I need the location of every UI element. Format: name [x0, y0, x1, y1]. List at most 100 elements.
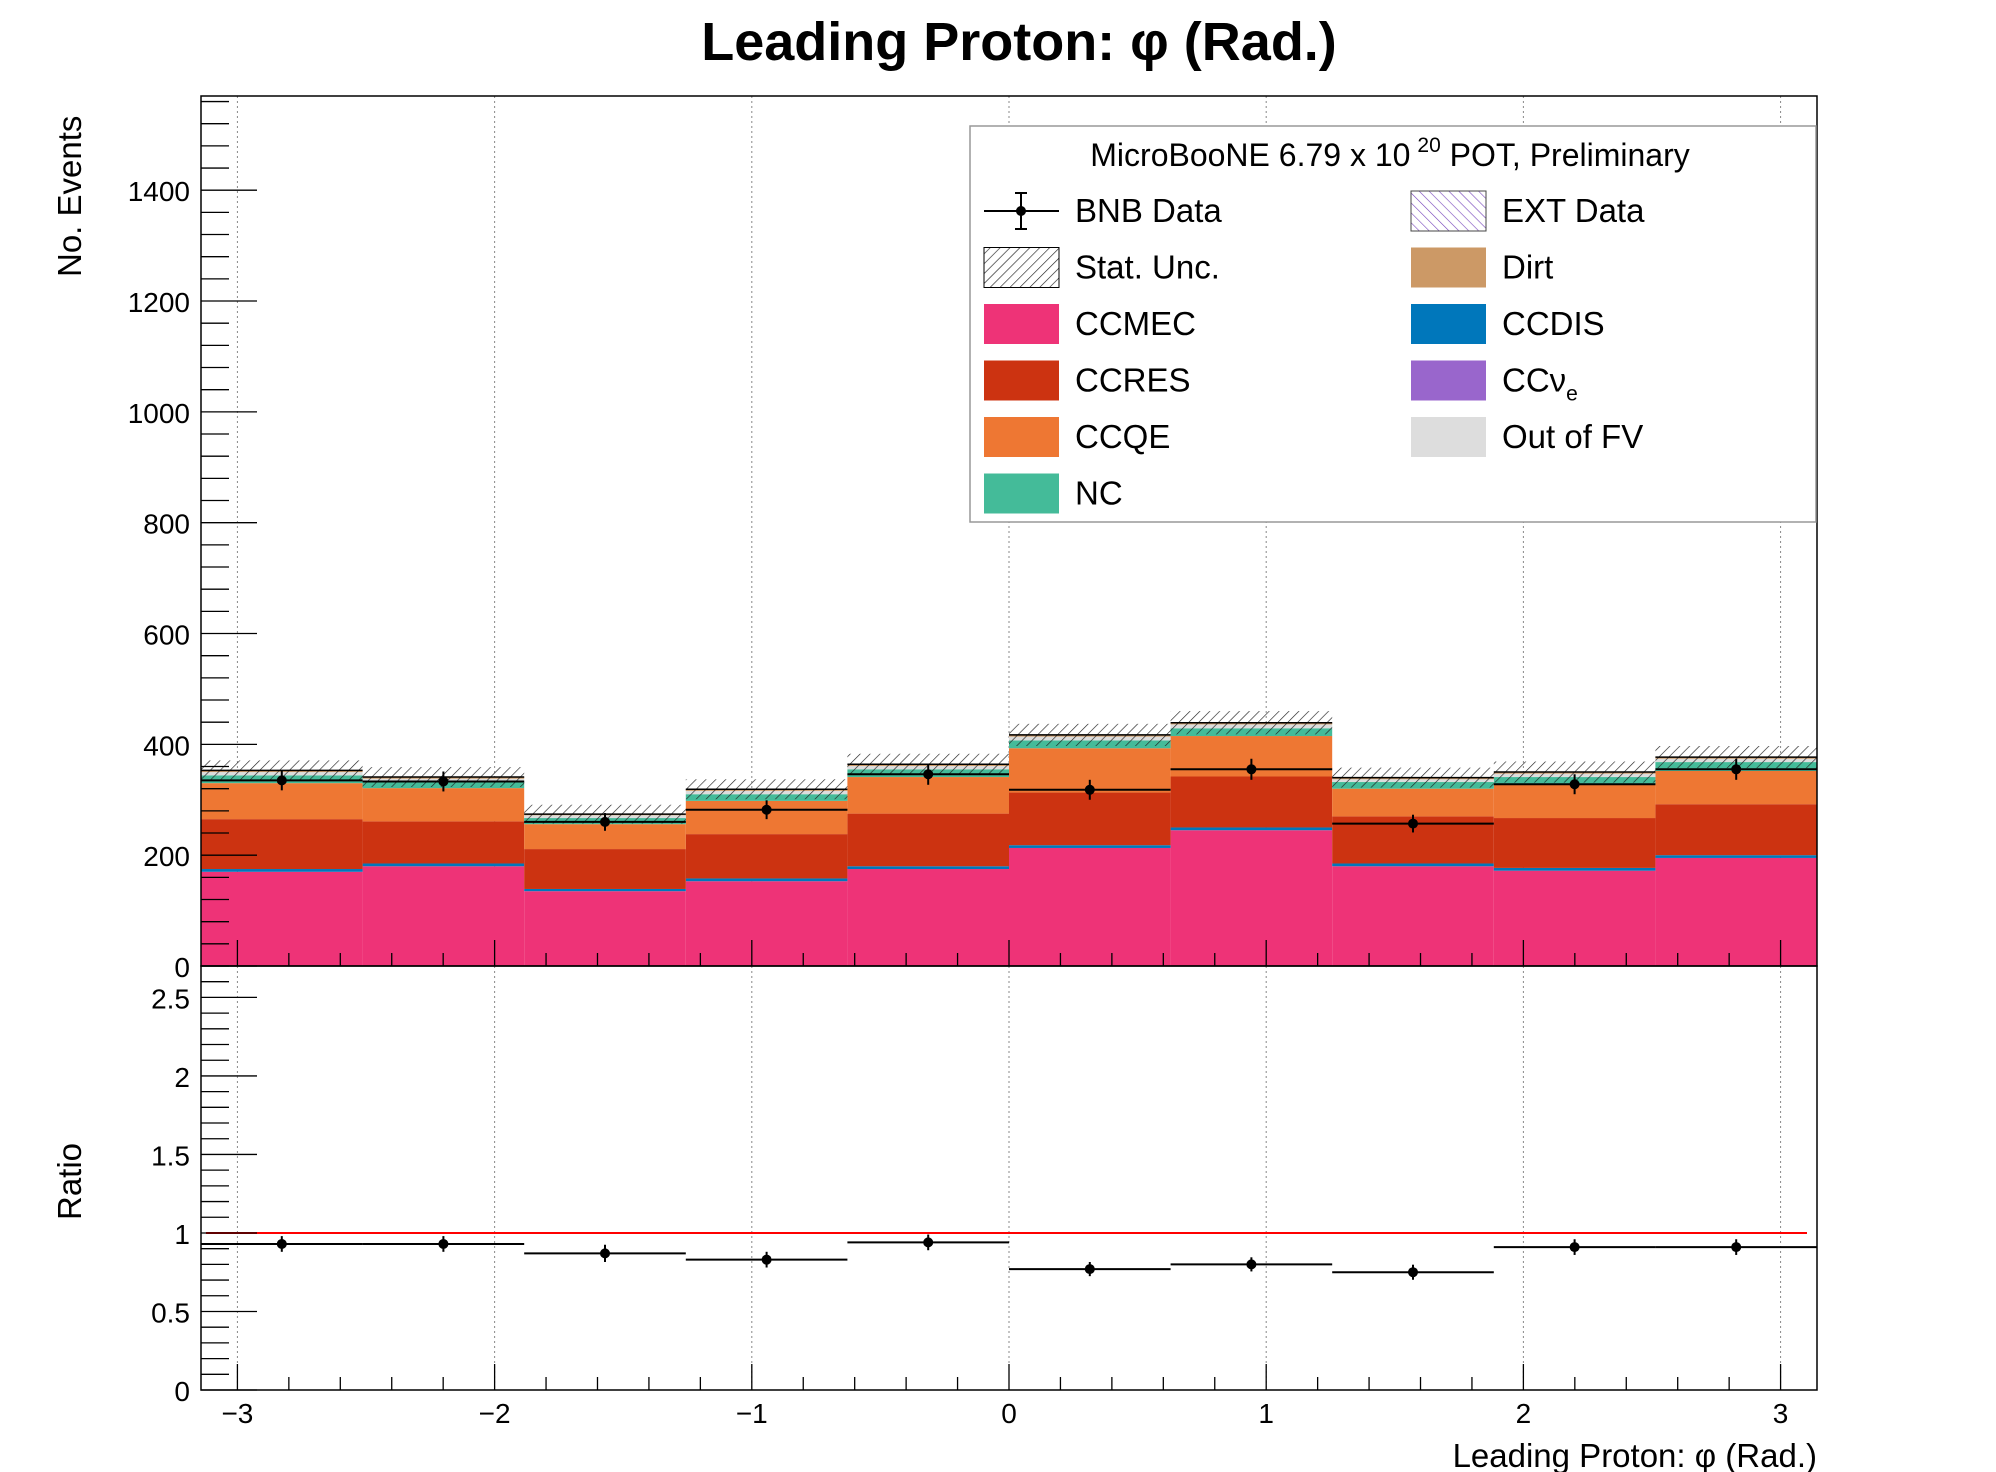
ratio-tick-label: 1.5: [151, 1140, 190, 1171]
legend-swatch: [1411, 417, 1486, 457]
stack-bar-ccres: [1009, 792, 1171, 846]
ratio-point: [1731, 1242, 1742, 1253]
legend-label: CCRES: [1075, 362, 1191, 399]
y-tick-label: 600: [143, 620, 190, 651]
stack-bar-ccdis: [1655, 855, 1817, 858]
legend-entry: CCMEC: [984, 304, 1196, 344]
stack-bar-ccmec: [685, 881, 848, 966]
legend-label: Out of FV: [1502, 418, 1643, 455]
legend-entry: Dirt: [1411, 247, 1553, 288]
data-point: [761, 804, 772, 815]
stack-bar-ccmec: [1170, 830, 1333, 966]
y-tick-label: 1400: [128, 176, 190, 207]
legend-label: CCQE: [1075, 418, 1170, 455]
ratio-points: [201, 1231, 1817, 1280]
legend-entry: Out of FV: [1411, 417, 1643, 457]
x-axis-label: Leading Proton: φ (Rad.): [1453, 1437, 1817, 1472]
data-point: [1408, 818, 1418, 829]
bottom-grid: [236, 966, 1782, 1390]
ratio-point: [600, 1248, 610, 1259]
x-tick-label: −1: [736, 1398, 768, 1429]
stack-bar-ccres: [362, 821, 525, 864]
stack-bar-ccmec: [1009, 847, 1171, 966]
legend-entry: NC: [984, 473, 1123, 514]
legend-entry: CCRES: [984, 360, 1191, 401]
legend-swatch: [984, 360, 1059, 401]
legend-label: Dirt: [1502, 249, 1553, 286]
ratio-point: [438, 1238, 449, 1249]
legend-label: EXT Data: [1502, 192, 1645, 229]
legend-label: CCDIS: [1502, 305, 1605, 342]
legend-swatch: [984, 473, 1059, 514]
y-tick-label: 1000: [128, 398, 190, 429]
ratio-point: [1246, 1259, 1257, 1270]
y-tick-label: 800: [143, 509, 190, 540]
legend-entry: CCQE: [984, 417, 1170, 457]
ratio-axis-label: Ratio: [51, 1143, 88, 1220]
stack-bar-ccres: [1170, 776, 1333, 828]
data-point: [276, 775, 287, 786]
stack-bar-ccdis: [201, 869, 363, 872]
legend-box: [969, 125, 1817, 523]
data-point: [1731, 764, 1742, 775]
stack-bar-ccdis: [685, 878, 848, 882]
stack-bar-ccdis: [847, 866, 1009, 870]
stack-bar-ccdis: [524, 888, 686, 892]
data-point: [438, 776, 449, 787]
ratio-point: [1408, 1267, 1418, 1278]
ratio-tick-label: 2: [174, 1062, 190, 1093]
ratio-tick-label: 2.5: [151, 983, 190, 1014]
legend-label: Stat. Unc.: [1075, 249, 1220, 286]
stack-bar-ccdis: [1493, 867, 1656, 871]
stack-bar-ccres: [1655, 804, 1817, 856]
data-point: [1246, 764, 1257, 775]
legend-swatch: [984, 417, 1059, 457]
ratio-point: [923, 1237, 934, 1248]
data-point: [1569, 779, 1580, 790]
stack-bar-ccres: [201, 819, 363, 870]
stack-bar-ccres: [685, 834, 848, 879]
legend-label: CCνe: [1502, 362, 1578, 406]
stack-bar-ccmec: [847, 869, 1009, 966]
data-point: [1084, 784, 1095, 795]
ratio-point: [761, 1254, 772, 1265]
ratio-tick-label: 0.5: [151, 1297, 190, 1328]
ratio-y-axis: 0 0.5 1 1.5 2 2.5: [151, 965, 257, 1407]
legend-entry: CCνe: [1411, 360, 1578, 406]
legend-label: BNB Data: [1075, 192, 1222, 229]
stack-bar-ccmec: [1332, 866, 1494, 966]
legend-entry: CCDIS: [1411, 304, 1605, 344]
ratio-point: [276, 1238, 287, 1249]
stack-bar-ccdis: [1332, 863, 1494, 867]
x-axis: −3 −2 −1 0 1 2 3: [221, 940, 1788, 1429]
y-tick-label: 0: [174, 952, 190, 983]
data-point: [600, 816, 610, 827]
legend-entry: EXT Data: [1410, 190, 1645, 232]
legend-swatch: [1411, 360, 1486, 401]
y-axis: 0 200 400 600 800 1000 1200 1400: [128, 100, 257, 983]
stack-bar-ccmec: [524, 891, 686, 966]
legend: MicroBooNE 6.79 x 10 20 POT, Preliminary …: [969, 125, 1817, 523]
legend-swatch: [1411, 304, 1486, 344]
legend-label: CCMEC: [1075, 305, 1196, 342]
legend-entries: BNB Data EXT Data Stat. Unc. Dirt CCMEC CCDIS…: [983, 190, 1645, 514]
legend-entry: BNB Data: [984, 192, 1222, 230]
x-tick-label: −2: [479, 1398, 511, 1429]
y-tick-label: 200: [143, 841, 190, 872]
data-point: [923, 769, 934, 780]
x-tick-label: 0: [1001, 1398, 1017, 1429]
ratio-tick-label: 0: [174, 1376, 190, 1407]
legend-label: NC: [1075, 475, 1123, 512]
x-tick-label: 2: [1516, 1398, 1532, 1429]
stack-bar-ccdis: [362, 863, 525, 867]
x-tick-label: −3: [221, 1398, 253, 1429]
stack-bar-ccdis: [1009, 845, 1171, 848]
stack-bar-ccmec: [201, 871, 363, 966]
x-tick-label: 1: [1258, 1398, 1274, 1429]
legend-swatch: [1411, 247, 1486, 288]
ratio-tick-label: 1: [174, 1219, 190, 1250]
y-tick-label: 400: [143, 730, 190, 761]
x-tick-label: 3: [1773, 1398, 1789, 1429]
legend-header: MicroBooNE 6.79 x 10 20 POT, Preliminary: [1090, 134, 1689, 173]
